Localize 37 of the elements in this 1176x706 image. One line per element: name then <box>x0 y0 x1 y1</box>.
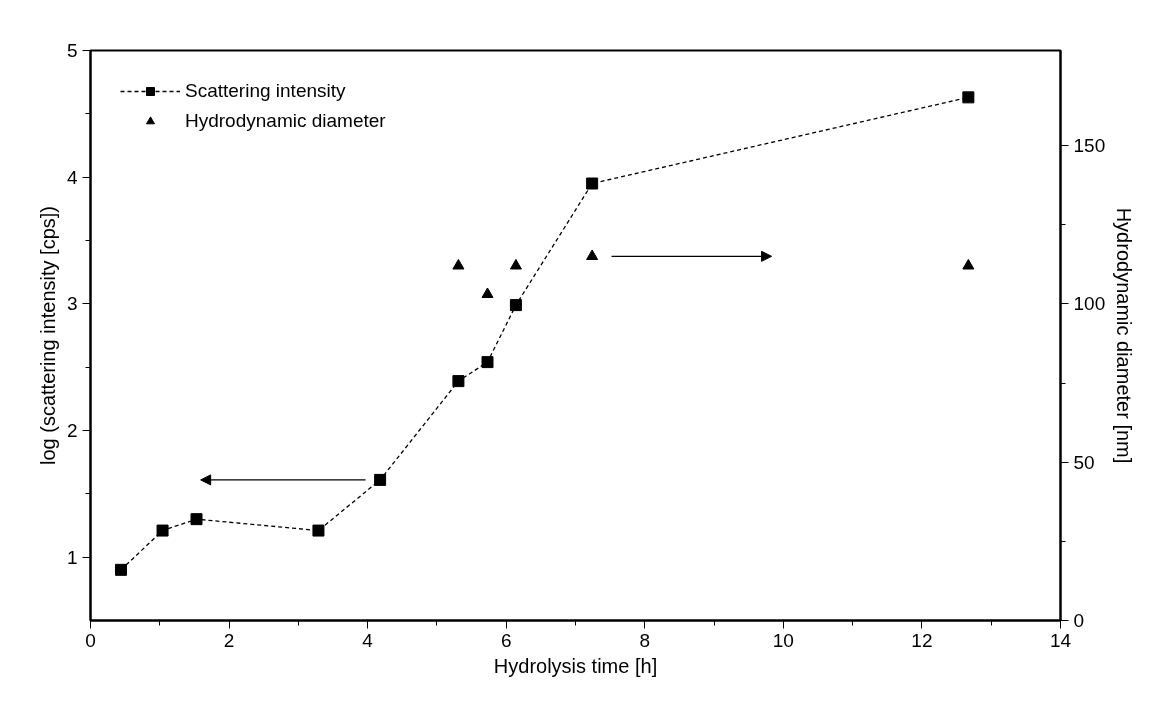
y-tick-label: 1 <box>66 546 78 568</box>
point <box>509 299 522 312</box>
y-tick-label: 2 <box>66 420 78 441</box>
x-tick-label: 0 <box>85 629 96 651</box>
point <box>962 258 975 270</box>
point <box>156 524 169 537</box>
x-tick-label: 12 <box>911 629 933 651</box>
y-tick-label: 5 <box>66 40 78 61</box>
point <box>481 287 494 299</box>
y-tick-label: 3 <box>66 293 78 315</box>
y2-axis-title: Hydrodynamic diameter [nm] <box>1113 207 1136 464</box>
point <box>586 177 599 190</box>
point <box>481 356 494 369</box>
y2-tick-label: 0 <box>1073 610 1085 631</box>
point <box>962 91 975 104</box>
y2-tick-label: 150 <box>1073 135 1106 156</box>
legend-label: Hydrodynamic diameter <box>185 110 386 132</box>
point <box>312 524 325 537</box>
x-tick-label: 2 <box>223 629 235 651</box>
y-tick-label: 4 <box>66 166 78 188</box>
legend-label: Scattering intensity <box>185 80 346 102</box>
point <box>586 249 599 261</box>
x-tick-label: 6 <box>500 629 512 651</box>
point <box>452 375 465 388</box>
x-tick-label: 8 <box>639 629 651 651</box>
point <box>452 258 465 270</box>
point <box>114 563 127 576</box>
point <box>509 258 522 270</box>
x-axis-title: Hydrolysis time [h] <box>493 654 658 677</box>
y-axis-title: log (scattering intensity [cps]) <box>36 206 59 465</box>
y2-tick-label: 50 <box>1073 451 1095 473</box>
point <box>190 513 203 526</box>
x-tick-label: 14 <box>1049 629 1072 651</box>
point <box>374 473 387 486</box>
x-tick-label: 4 <box>362 629 374 651</box>
y2-tick-label: 100 <box>1073 293 1106 315</box>
x-tick-label: 10 <box>772 629 794 651</box>
